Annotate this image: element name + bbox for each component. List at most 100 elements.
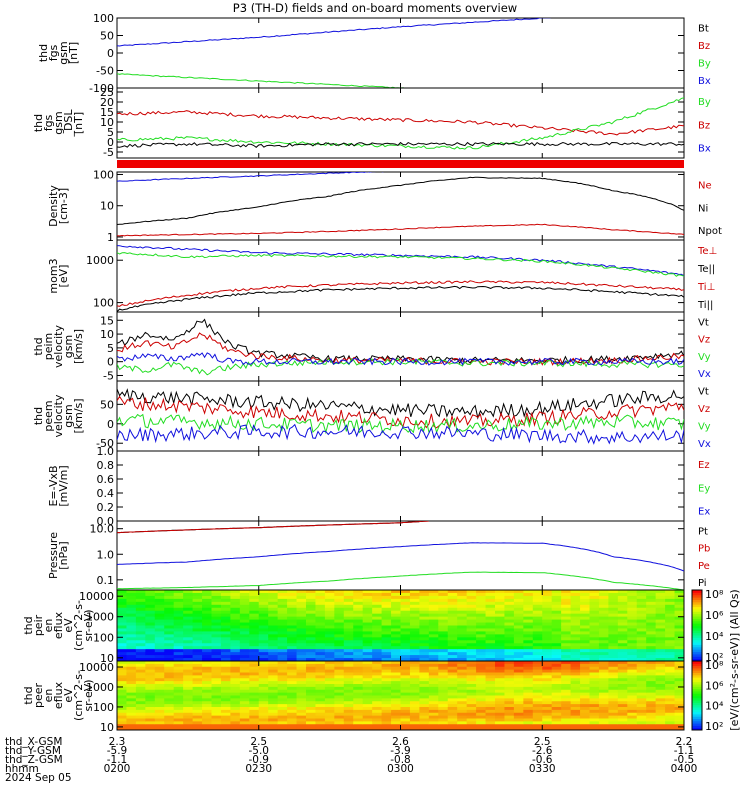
orbit-value: 0200 xyxy=(104,763,131,775)
y-tick-label: 10 xyxy=(100,200,114,213)
y-axis-label: (cm^2-s- xyxy=(72,600,85,651)
series-line-By xyxy=(117,73,419,88)
y-tick-label: 10 xyxy=(100,721,114,734)
y-tick-label: 1000 xyxy=(86,611,114,624)
series-group xyxy=(117,388,684,445)
date-label: 2024 Sep 05 xyxy=(5,772,72,784)
orbit-value: 0400 xyxy=(671,763,698,775)
legend-entry: Pb xyxy=(698,544,710,555)
legend-entry: Te|| xyxy=(697,264,715,275)
orbit-value: -5.9 xyxy=(107,745,128,757)
colorbar-tick: 10⁶ xyxy=(705,609,724,622)
orbit-value: -3.9 xyxy=(390,745,411,757)
series-line-Bx xyxy=(117,18,552,47)
spectrogram xyxy=(117,590,684,661)
series-line-Pe xyxy=(117,542,684,572)
series-line-Pi xyxy=(117,571,684,590)
series-line-Pb xyxy=(117,521,429,534)
y-axis-label: sr-eV) xyxy=(82,609,95,641)
legend-entry: Bz xyxy=(698,41,710,52)
y-tick-label: 25 xyxy=(100,86,114,99)
series-group xyxy=(117,18,552,88)
series-line-Ti⊥ xyxy=(117,280,684,307)
y-tick-label: 0 xyxy=(107,47,114,60)
orbit-value: -0.8 xyxy=(390,754,411,766)
y-axis-label: Pressure xyxy=(47,532,60,579)
y-tick-label: 10000 xyxy=(79,661,114,674)
y-tick-label: 100 xyxy=(93,631,114,644)
legend-entry: Vx xyxy=(698,369,711,380)
y-tick-label: 0.8 xyxy=(97,459,115,472)
y-tick-label: 0 xyxy=(107,418,114,431)
orbit-row-label: hhmm xyxy=(5,763,39,775)
y-tick-label: 1000 xyxy=(86,254,114,267)
panel-10: 10000 1000 100 10 thdpeerenefluxeV(cm^2-s-sr… xyxy=(22,660,685,734)
orbit-value: 0230 xyxy=(245,763,272,775)
colorbar-tick: 10⁸ xyxy=(705,588,724,601)
legend-entry: By xyxy=(698,59,711,70)
y-tick-label: 15 xyxy=(100,106,114,119)
y-tick-label: 1.0 xyxy=(97,548,115,561)
series-line-Vz xyxy=(117,395,684,430)
y-axis-label: fgs xyxy=(47,44,60,61)
colorbar-label: [eV/(cm²-s-sr-eV)] (All Qs) xyxy=(728,589,741,730)
y-axis-label: peem xyxy=(42,400,55,431)
orbit-value: -0.5 xyxy=(674,754,695,766)
y-tick-label: 15 xyxy=(100,314,114,327)
legend-entry: Vt xyxy=(698,387,709,398)
y-tick-label: 1.0 xyxy=(97,445,115,458)
chart-title: P3 (TH-D) fields and on-board moments ov… xyxy=(233,1,517,15)
legend-entry: Bz xyxy=(698,120,710,131)
y-tick-label: 1 xyxy=(107,231,114,244)
y-tick-label: -50 xyxy=(96,437,114,450)
colorbar-1: 10⁸ 10⁶ 10⁴ 10² xyxy=(691,588,724,664)
panel-8: 10.0 1.0 0.1 Pressure[nPa] Pt Pb Pe Pi xyxy=(47,520,710,591)
orbit-value: -5.0 xyxy=(249,745,270,757)
series-line-Te⊥ xyxy=(117,245,684,277)
y-tick-label: 5 xyxy=(107,126,114,139)
y-tick-label: 0.2 xyxy=(97,501,115,514)
y-tick-label: 0.0 xyxy=(97,515,115,528)
y-axis-label: [nPa] xyxy=(57,541,70,569)
y-axis-label: _DSL xyxy=(62,109,75,138)
y-tick-label: 100 xyxy=(93,12,114,25)
legend-entry: Ex xyxy=(698,507,710,518)
legend-entry: Vt xyxy=(698,317,709,328)
y-tick-label: 5 xyxy=(107,342,114,355)
orbit-value: 0300 xyxy=(387,763,414,775)
y-axis-label: eV xyxy=(62,688,75,703)
series-line-Vt xyxy=(117,388,684,420)
orbit-value: -0.9 xyxy=(249,754,270,766)
orbit-row-label: thd_X-GSM xyxy=(5,736,62,748)
series-line-Vx xyxy=(117,423,684,445)
y-tick-label: 10 xyxy=(100,652,114,665)
y-tick-label: 10 xyxy=(100,328,114,341)
legend-entry: By xyxy=(698,97,711,108)
colorbar-2: 10⁸ 10⁶ 10⁴ 10² xyxy=(691,659,724,733)
orbit-value: 2.5 xyxy=(250,736,267,748)
y-tick-label: 0.4 xyxy=(97,487,115,500)
y-tick-label: 100 xyxy=(93,297,114,310)
y-tick-label: -100 xyxy=(89,82,114,95)
legend-entry: Pt xyxy=(698,526,708,537)
series-group xyxy=(117,97,684,150)
legend-entry: Ey xyxy=(698,483,710,494)
colorbar-tick: 10² xyxy=(705,720,723,733)
y-tick-label: 50 xyxy=(100,30,114,43)
series-line-Npot xyxy=(117,172,385,182)
legend-entry: Ne xyxy=(698,181,712,192)
colorbar-tick: 10⁶ xyxy=(705,679,724,692)
legend-entry: Pe xyxy=(698,561,710,572)
y-axis-label: [mV/m] xyxy=(57,465,70,506)
y-tick-label: 10000 xyxy=(79,590,114,603)
orbit-value: -1.1 xyxy=(107,754,128,766)
orbit-value: 2.2 xyxy=(676,736,693,748)
y-axis-label: (cm^2-s- xyxy=(72,670,85,721)
orbit-row-label: thd_Z-GSM xyxy=(5,754,63,766)
y-axis-label: thd xyxy=(32,337,45,355)
series-group xyxy=(117,521,684,590)
y-axis-label: [nT] xyxy=(67,42,80,64)
